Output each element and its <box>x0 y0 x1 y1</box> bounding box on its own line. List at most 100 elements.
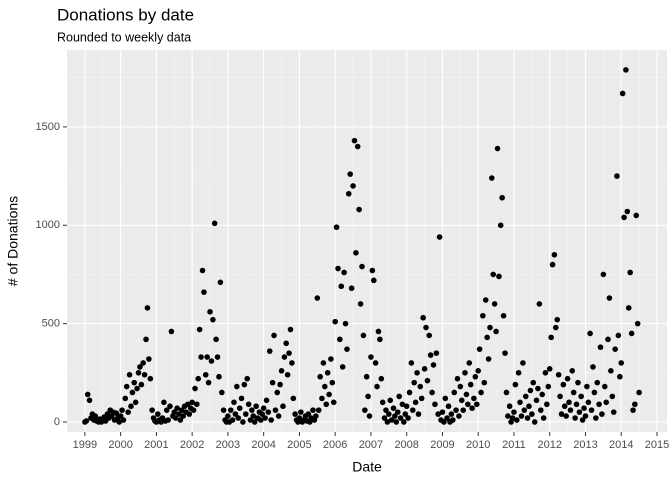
point <box>238 395 245 402</box>
point <box>268 417 274 423</box>
point <box>450 417 456 423</box>
point <box>505 413 511 419</box>
point <box>137 364 143 370</box>
point <box>451 389 458 396</box>
point <box>597 344 604 351</box>
point <box>217 279 224 286</box>
point <box>409 407 416 413</box>
point <box>241 381 248 388</box>
point <box>126 371 133 378</box>
point <box>210 316 216 323</box>
point <box>612 346 618 352</box>
point <box>310 407 316 413</box>
point <box>235 415 242 421</box>
point <box>593 415 599 421</box>
point <box>386 411 392 417</box>
point <box>529 411 535 417</box>
point <box>84 391 91 398</box>
point <box>113 410 120 416</box>
point <box>608 368 614 374</box>
point <box>466 360 473 366</box>
point <box>473 401 480 408</box>
point <box>488 175 495 181</box>
point <box>351 137 358 144</box>
x-tick-label: 2000 <box>108 439 132 451</box>
point <box>369 267 376 274</box>
point <box>281 354 288 360</box>
point <box>377 336 383 343</box>
point <box>567 407 574 413</box>
point <box>174 405 180 411</box>
point <box>185 401 191 408</box>
x-tick-label: 2004 <box>251 439 275 451</box>
y-tick-label: 1000 <box>36 219 60 231</box>
point <box>594 379 601 386</box>
point <box>493 328 499 335</box>
point <box>426 332 433 339</box>
point <box>201 289 207 295</box>
y-axis-title: # of Donations <box>5 196 21 286</box>
point <box>176 411 182 417</box>
point <box>141 371 148 378</box>
point <box>603 399 610 406</box>
point <box>149 407 155 413</box>
x-tick-label: 2014 <box>609 439 633 451</box>
chart-title: Donations by date <box>57 5 194 24</box>
x-tick-label: 2008 <box>394 439 418 451</box>
point <box>155 411 161 417</box>
point <box>330 399 337 406</box>
point <box>186 411 193 417</box>
points <box>82 67 642 425</box>
point <box>138 381 145 388</box>
point <box>287 326 294 333</box>
point <box>193 401 200 408</box>
point <box>526 403 532 410</box>
point <box>469 405 475 411</box>
point <box>551 251 558 258</box>
point <box>128 403 134 410</box>
point <box>487 324 493 331</box>
point <box>242 411 249 417</box>
point <box>83 418 90 424</box>
point <box>144 305 151 311</box>
point <box>317 373 323 380</box>
point <box>575 379 581 386</box>
point <box>445 403 452 410</box>
point <box>172 415 179 421</box>
point <box>326 391 332 398</box>
point <box>588 407 595 413</box>
point <box>360 332 367 339</box>
point <box>427 352 434 358</box>
point <box>362 407 368 413</box>
point <box>213 336 219 343</box>
point <box>582 413 589 419</box>
point <box>441 419 447 425</box>
point <box>319 395 325 402</box>
point <box>313 413 319 419</box>
point <box>195 375 202 382</box>
point <box>244 375 251 382</box>
point <box>531 419 538 425</box>
point <box>399 401 406 408</box>
point <box>506 403 513 410</box>
point <box>190 407 197 413</box>
point <box>411 379 417 386</box>
point <box>180 413 187 419</box>
point <box>320 360 327 366</box>
point <box>518 413 525 419</box>
point <box>147 375 154 382</box>
point <box>324 369 331 376</box>
point <box>262 415 268 421</box>
point <box>345 190 352 197</box>
point <box>540 415 547 421</box>
point <box>628 330 635 337</box>
x-axis-title: Date <box>352 459 382 475</box>
point <box>359 263 365 270</box>
x-tick-label: 2002 <box>180 439 204 451</box>
point <box>524 415 531 421</box>
point <box>542 369 549 376</box>
point <box>356 206 362 213</box>
point <box>634 320 641 327</box>
point <box>503 389 510 396</box>
point <box>415 411 422 417</box>
